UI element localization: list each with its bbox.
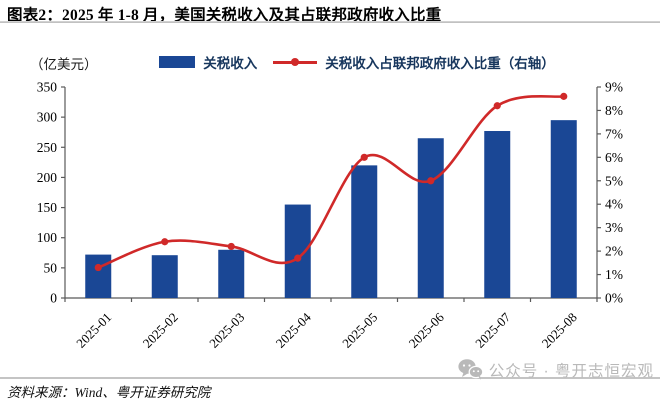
x-axis-category-label: 2025-06 xyxy=(406,309,448,351)
bar-2025-06 xyxy=(417,138,444,298)
bar-2025-08 xyxy=(550,120,577,299)
x-axis-category-label: 2025-02 xyxy=(140,310,181,351)
chart-legend: 关税收入 关税收入占联邦政府收入比重（右轴） xyxy=(0,52,660,72)
x-axis-category-label: 2025-01 xyxy=(73,310,114,351)
legend-bar-label: 关税收入 xyxy=(203,56,258,71)
left-axis-tick-label: 0 xyxy=(50,291,57,306)
right-axis-tick-label: 6% xyxy=(605,150,623,165)
bar-2025-03 xyxy=(218,249,245,298)
left-axis-unit-label: （亿美元） xyxy=(30,57,98,72)
right-axis-tick-label: 1% xyxy=(605,267,623,282)
title-divider xyxy=(0,21,660,23)
legend-bar-swatch xyxy=(159,56,196,68)
line-point-2025-01 xyxy=(94,263,102,272)
x-axis-category-label: 2025-08 xyxy=(539,310,580,351)
line-point-2025-02 xyxy=(161,238,169,246)
watermark-text: 公众号 · 粤开志恒宏观 xyxy=(488,362,654,380)
right-axis-tick-label: 8% xyxy=(605,103,623,118)
right-axis-tick-label: 7% xyxy=(605,126,623,141)
line-point-2025-04 xyxy=(294,254,302,262)
watermark: 公众号 · 粤开志恒宏观 xyxy=(457,358,654,381)
left-axis-tick-label: 50 xyxy=(44,260,58,275)
ratio-line xyxy=(96,95,566,269)
left-axis-tick-label: 250 xyxy=(37,140,58,155)
bar-2025-02 xyxy=(151,255,178,298)
x-axis-category-label: 2025-04 xyxy=(273,309,315,351)
x-axis-category-label: 2025-05 xyxy=(339,310,380,351)
right-axis-tick-label: 5% xyxy=(605,173,623,188)
legend-line-label: 关税收入占联邦政府收入比重（右轴） xyxy=(325,56,555,71)
right-axis-tick-label: 9% xyxy=(605,80,623,95)
right-axis-tick-label: 4% xyxy=(605,197,623,212)
left-axis-tick-label: 300 xyxy=(37,110,58,125)
bar-2025-01 xyxy=(85,254,112,298)
footer-divider xyxy=(0,377,660,379)
line-point-2025-07 xyxy=(493,102,501,110)
line-point-2025-05 xyxy=(360,153,368,161)
legend-line-swatch xyxy=(273,58,318,66)
right-axis-tick-label: 0% xyxy=(605,291,623,306)
x-axis-category-label: 2025-03 xyxy=(206,310,247,351)
left-axis-tick-label: 200 xyxy=(37,170,58,185)
source-note: 资料来源：Wind、粤开证券研究院 xyxy=(7,385,211,400)
line-point-2025-08 xyxy=(560,92,568,100)
bar-2025-05 xyxy=(351,165,378,298)
wechat-icon xyxy=(458,359,484,380)
right-axis-tick-label: 2% xyxy=(605,244,623,259)
line-point-2025-03 xyxy=(227,242,235,251)
figure-title: 图表2：2025 年 1-8 月，美国关税收入及其占联邦政府收入比重 xyxy=(7,7,442,24)
bar-2025-04 xyxy=(284,204,311,298)
right-axis-tick-label: 3% xyxy=(605,220,623,235)
bar-2025-07 xyxy=(484,131,511,298)
x-axis-category-label: 2025-07 xyxy=(472,309,514,351)
chart-plot: 0 50 100 150 200 250 300 350 0% 1% 2% 3% 4% 5% 6% 7% 8% 9… xyxy=(37,80,623,351)
left-axis-tick-label: 150 xyxy=(37,200,58,215)
legend-line-marker xyxy=(291,58,300,66)
line-point-2025-06 xyxy=(427,177,435,185)
left-axis-tick-label: 350 xyxy=(37,80,58,95)
left-axis-tick-label: 100 xyxy=(37,230,58,245)
